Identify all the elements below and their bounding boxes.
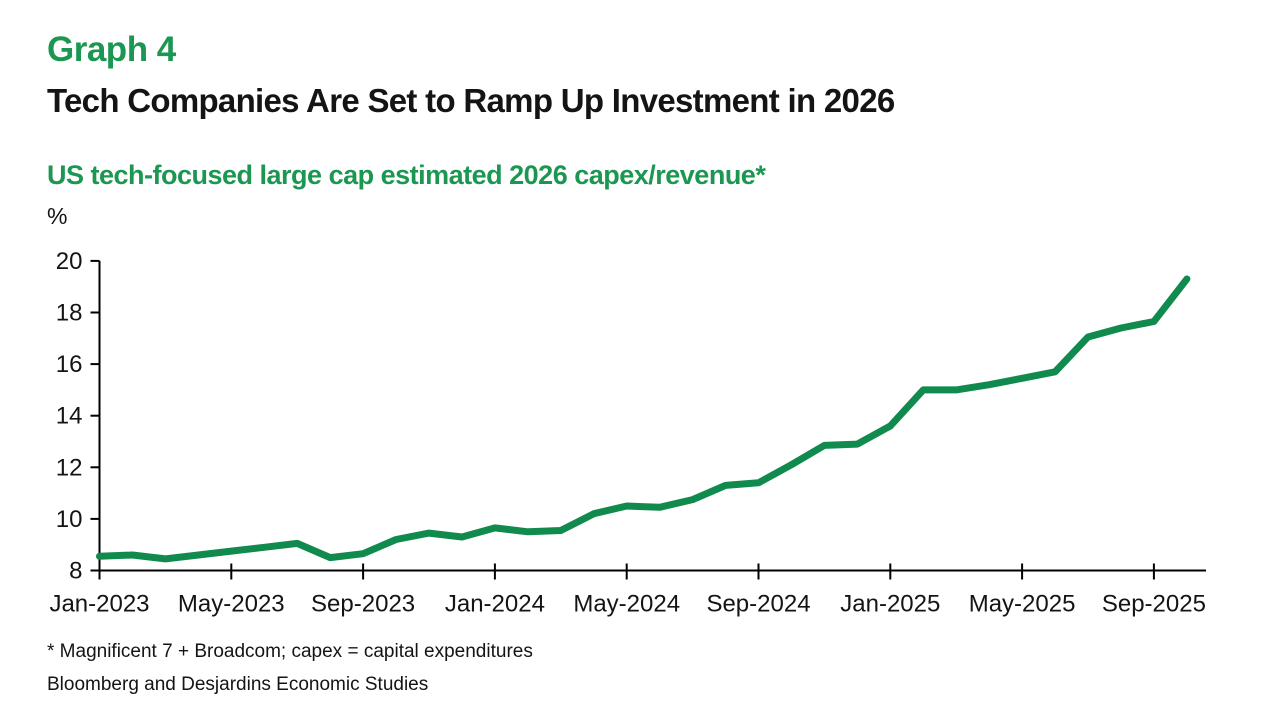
x-tick-label: Jan-2024	[445, 591, 545, 618]
x-tick-label: May-2023	[178, 591, 285, 618]
x-tick-label: Sep-2024	[706, 591, 810, 618]
y-tick-label: 16	[56, 351, 83, 378]
y-tick-label: 12	[56, 454, 83, 481]
x-tick-label: Jan-2025	[840, 591, 940, 618]
y-tick-label: 20	[56, 248, 83, 275]
x-tick-label: Jan-2023	[49, 591, 149, 618]
graph-number-label: Graph 4	[47, 30, 176, 69]
footnote-source: Bloomberg and Desjardins Economic Studie…	[47, 674, 429, 695]
footnote-definition: * Magnificent 7 + Broadcom; capex = capi…	[47, 641, 533, 662]
y-tick-label: 14	[56, 403, 83, 430]
page-title: Tech Companies Are Set to Ramp Up Invest…	[47, 82, 895, 119]
y-tick-label: 18	[56, 300, 83, 327]
y-tick-label: 10	[56, 506, 83, 533]
x-tick-label: Sep-2023	[311, 591, 415, 618]
capex-revenue-line	[96, 275, 1191, 563]
y-axis-unit-label: %	[47, 203, 68, 229]
x-tick-label: May-2024	[573, 591, 680, 618]
x-tick-label: Sep-2025	[1102, 591, 1206, 618]
chart-subtitle: US tech-focused large cap estimated 2026…	[47, 160, 766, 190]
x-tick-label: May-2025	[969, 591, 1076, 618]
y-tick-label: 8	[69, 558, 82, 585]
